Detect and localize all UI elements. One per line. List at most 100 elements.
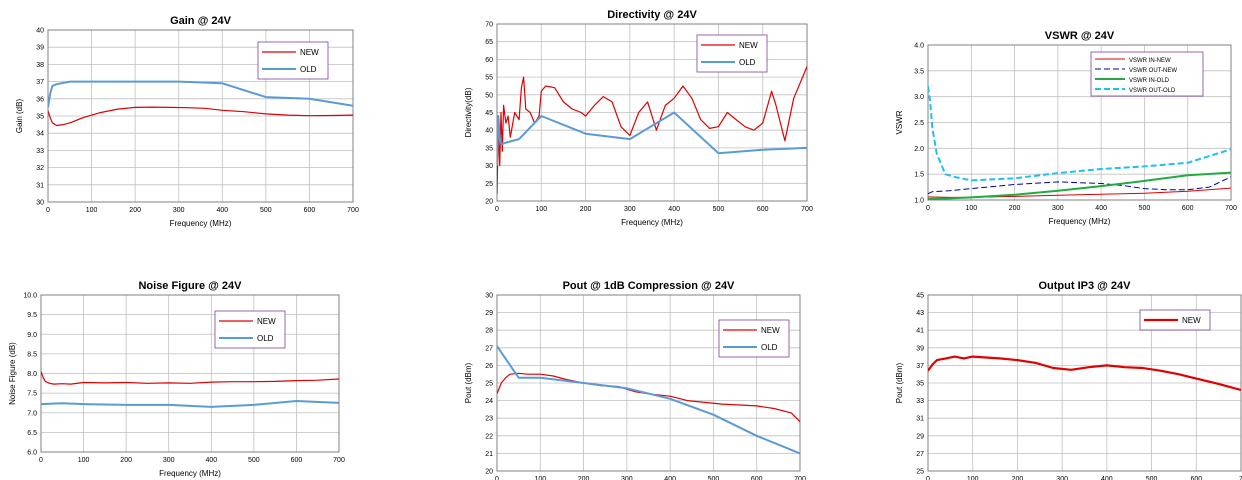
chart-output-ip3: Output IP3 @ 24V 0 100 200 300 400 500 600 7 25 27… <box>828 240 1242 480</box>
x-tick-label: 100 <box>965 205 977 212</box>
y-tick-label: 30 <box>485 293 493 300</box>
x-tick-label: 700 <box>801 206 813 213</box>
legend-box <box>257 41 329 80</box>
legend-label: NEW <box>1182 316 1201 325</box>
chart-title: VSWR @ 24V <box>1045 30 1115 42</box>
series-line-new <box>497 66 807 194</box>
x-tick-label: 0 <box>46 207 50 214</box>
x-tick-label: 200 <box>580 206 592 213</box>
y-tick-label: 29 <box>916 433 924 440</box>
x-tick-label: 500 <box>713 206 725 213</box>
legend-label: OLD <box>761 343 778 352</box>
y-tick-label: 27 <box>916 451 924 458</box>
y-tick-label: 25 <box>485 181 493 188</box>
x-tick-label: 300 <box>1052 205 1064 212</box>
y-axis-label: Pout (dBm) <box>895 362 904 403</box>
y-tick-label: 45 <box>916 293 924 300</box>
y-tick-label: 25 <box>916 469 924 476</box>
y-tick-label: 55 <box>485 75 493 82</box>
series-line-new <box>48 106 353 127</box>
x-tick-label: 600 <box>1190 476 1202 480</box>
x-tick-label: 100 <box>535 206 547 213</box>
y-tick-label: 1.0 <box>914 198 924 205</box>
y-tick-label: 43 <box>916 310 924 317</box>
chart-vswr: VSWR @ 24V 0 100 200 300 400 500 600 700 1.0 1.5 2.… <box>828 0 1242 240</box>
chart-title: Output IP3 @ 24V <box>1038 280 1131 292</box>
y-tick-label: 6.5 <box>27 430 37 437</box>
y-axis-label: Gain (dB) <box>15 99 24 134</box>
x-tick-label: 0 <box>39 457 43 464</box>
legend-label: VSWR OUT-OLD <box>1129 88 1176 94</box>
y-tick-label: 50 <box>485 92 493 99</box>
x-tick-label: 200 <box>129 207 141 214</box>
legend-label: VSWR IN-OLD <box>1129 78 1170 84</box>
chart-svg: Pout @ 1dB Compression @ 24V 0 100 200 300 40… <box>464 280 806 480</box>
x-tick-label: 700 <box>1225 205 1237 212</box>
x-tick-label: 7 <box>1239 476 1242 480</box>
y-tick-label: 37 <box>916 363 924 370</box>
y-tick-label: 6.0 <box>27 450 37 457</box>
y-tick-label: 30 <box>36 200 44 207</box>
y-tick-label: 7.5 <box>27 391 37 398</box>
x-tick-label: 300 <box>624 206 636 213</box>
y-tick-label: 39 <box>916 345 924 352</box>
x-tick-label: 500 <box>260 207 272 214</box>
chart-directivity: Directivity @ 24V 0 100 200 300 400 500 600 700 2… <box>414 0 828 240</box>
x-tick-label: 600 <box>291 457 303 464</box>
chart-noise-figure: Noise Figure @ 24V 0 100 200 300 400 500 600 700… <box>0 240 414 480</box>
series-line-old <box>497 345 800 455</box>
y-tick-label: 60 <box>485 57 493 64</box>
x-tick-label: 600 <box>757 206 769 213</box>
legend-label: VSWR IN-NEW <box>1129 58 1171 64</box>
series-line-new <box>41 371 339 385</box>
y-tick-label: 1.5 <box>914 172 924 179</box>
legend-box <box>214 310 286 349</box>
chart-gain: Gain @ 24V 0 100 200 300 400 500 600 700 30 31 32 33… <box>0 0 414 240</box>
y-tick-label: 10.0 <box>23 293 37 300</box>
y-tick-label: 34 <box>36 131 44 138</box>
y-tick-label: 40 <box>485 128 493 135</box>
y-tick-label: 24 <box>485 398 493 405</box>
legend-label: NEW <box>761 326 780 335</box>
x-tick-label: 400 <box>668 206 680 213</box>
y-tick-label: 29 <box>485 310 493 317</box>
y-tick-label: 7.0 <box>27 410 37 417</box>
y-tick-label: 20 <box>485 199 493 206</box>
x-axis-label: Frequency (MHz) <box>1049 217 1111 226</box>
y-tick-label: 27 <box>485 345 493 352</box>
plot-frame <box>496 23 808 202</box>
chart-svg: Noise Figure @ 24V 0 100 200 300 400 500 600 700… <box>8 280 345 478</box>
x-tick-label: 500 <box>1139 205 1151 212</box>
y-tick-label: 9.5 <box>27 312 37 319</box>
y-tick-label: 41 <box>916 328 924 335</box>
plot-frame <box>47 29 354 203</box>
x-tick-label: 400 <box>205 457 217 464</box>
y-tick-label: 9.0 <box>27 332 37 339</box>
x-tick-label: 200 <box>1012 476 1024 480</box>
chart-title: Noise Figure @ 24V <box>138 280 242 292</box>
y-tick-label: 39 <box>36 45 44 52</box>
x-tick-label: 0 <box>495 476 499 480</box>
y-tick-label: 70 <box>485 22 493 29</box>
x-tick-label: 300 <box>163 457 175 464</box>
x-tick-label: 500 <box>248 457 260 464</box>
plot-frame <box>496 294 801 472</box>
series-line-vswr-out-old <box>928 86 1231 182</box>
y-tick-label: 4.0 <box>914 43 924 50</box>
x-tick-label: 300 <box>1056 476 1068 480</box>
y-tick-label: 40 <box>36 28 44 35</box>
legend-box <box>718 319 790 358</box>
y-tick-label: 23 <box>485 416 493 423</box>
y-tick-label: 36 <box>36 96 44 103</box>
chart-svg: Output IP3 @ 24V 0 100 200 300 400 500 600 7 25 27… <box>895 280 1242 480</box>
y-tick-label: 32 <box>36 165 44 172</box>
x-tick-label: 700 <box>794 476 806 480</box>
x-tick-label: 100 <box>86 207 98 214</box>
legend-label: OLD <box>739 58 756 67</box>
x-tick-label: 300 <box>621 476 633 480</box>
x-tick-label: 400 <box>664 476 676 480</box>
y-tick-label: 3.0 <box>914 94 924 101</box>
x-tick-label: 400 <box>1095 205 1107 212</box>
legend-label: VSWR OUT-NEW <box>1129 68 1177 74</box>
legend-label: NEW <box>300 48 319 57</box>
